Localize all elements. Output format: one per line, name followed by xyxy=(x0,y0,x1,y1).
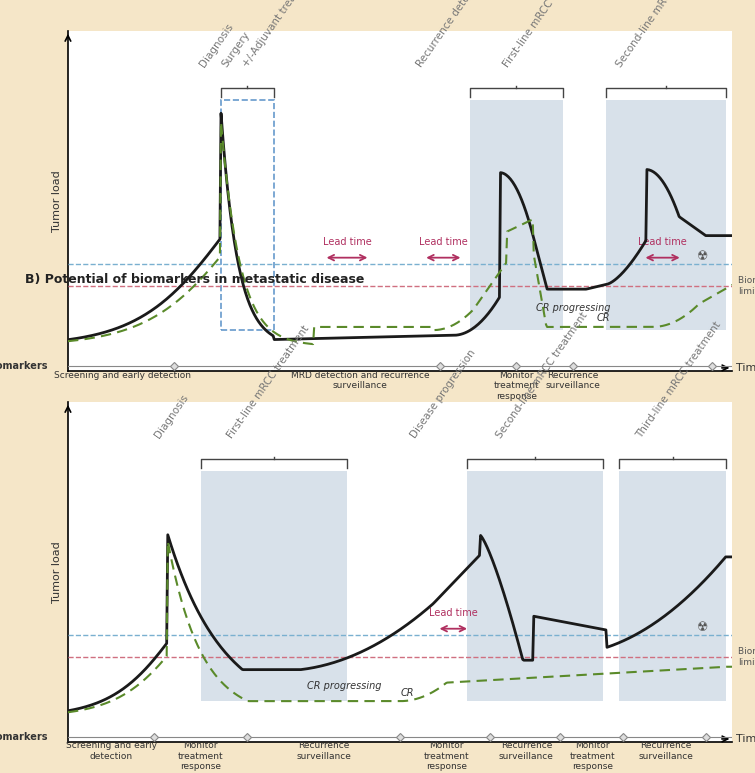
Text: ☢: ☢ xyxy=(697,250,708,263)
Text: Lead time: Lead time xyxy=(322,237,371,247)
Text: Monitor
treatment
response: Monitor treatment response xyxy=(570,741,615,771)
Text: Biomarkers: Biomarkers xyxy=(0,732,48,742)
Bar xyxy=(201,472,347,701)
Y-axis label: Tumor load: Tumor load xyxy=(52,541,63,603)
Text: CR: CR xyxy=(400,689,414,699)
Text: Diagnosis: Diagnosis xyxy=(153,392,190,440)
Bar xyxy=(220,100,274,330)
Text: Screening and early
detection: Screening and early detection xyxy=(66,741,156,761)
Text: Lead time: Lead time xyxy=(638,237,687,247)
Text: First-line mRCC treatment: First-line mRCC treatment xyxy=(501,0,587,69)
Text: Third-line mRCC treatment: Third-line mRCC treatment xyxy=(634,319,723,440)
Text: Time: Time xyxy=(735,734,755,744)
Text: Biomarker detection
limit: Biomarker detection limit xyxy=(738,276,755,296)
Text: Recurrence
surveillance: Recurrence surveillance xyxy=(639,741,693,761)
Text: CR progressing: CR progressing xyxy=(536,303,611,313)
Text: Time: Time xyxy=(735,363,755,373)
Bar xyxy=(470,100,563,330)
Text: CR: CR xyxy=(596,312,609,322)
Text: Diagnosis: Diagnosis xyxy=(198,21,236,69)
Y-axis label: Tumor load: Tumor load xyxy=(52,170,63,232)
Text: Lead time: Lead time xyxy=(419,237,467,247)
Text: Lead time: Lead time xyxy=(429,608,478,618)
Text: CR progressing: CR progressing xyxy=(307,680,381,690)
Text: MRD detection and recurrence
surveillance: MRD detection and recurrence surveillanc… xyxy=(291,371,430,390)
Text: Disease progression: Disease progression xyxy=(408,348,477,440)
Text: Monitor
treatment
response: Monitor treatment response xyxy=(424,741,470,771)
Text: Screening and early detection: Screening and early detection xyxy=(54,371,191,380)
Text: B) Potential of biomarkers in metastatic disease: B) Potential of biomarkers in metastatic… xyxy=(25,273,364,286)
Text: Biomarkers: Biomarkers xyxy=(0,361,48,371)
Text: Recurrence detection (radiological): Recurrence detection (radiological) xyxy=(415,0,528,69)
Text: Second-line mRCC treatment: Second-line mRCC treatment xyxy=(615,0,710,69)
Text: Recurrence
surveillance: Recurrence surveillance xyxy=(545,371,600,390)
Text: Surgery: Surgery xyxy=(220,29,252,69)
Bar xyxy=(467,472,602,701)
Bar xyxy=(619,472,726,701)
Text: Monitor
treatment
response: Monitor treatment response xyxy=(494,371,539,401)
Text: Recurrence
surveillance: Recurrence surveillance xyxy=(296,741,351,761)
Text: Biomarker detection
limit: Biomarker detection limit xyxy=(738,647,755,667)
Text: +/-Adjuvant treatment: +/-Adjuvant treatment xyxy=(241,0,316,69)
Text: ☢: ☢ xyxy=(697,621,708,634)
Text: Recurrence
surveillance: Recurrence surveillance xyxy=(499,741,554,761)
Bar xyxy=(606,100,726,330)
Text: First-line mRCC treatment: First-line mRCC treatment xyxy=(226,323,312,440)
Text: Monitor
treatment
response: Monitor treatment response xyxy=(178,741,223,771)
Text: Second-line mRCC treatment: Second-line mRCC treatment xyxy=(495,310,590,440)
